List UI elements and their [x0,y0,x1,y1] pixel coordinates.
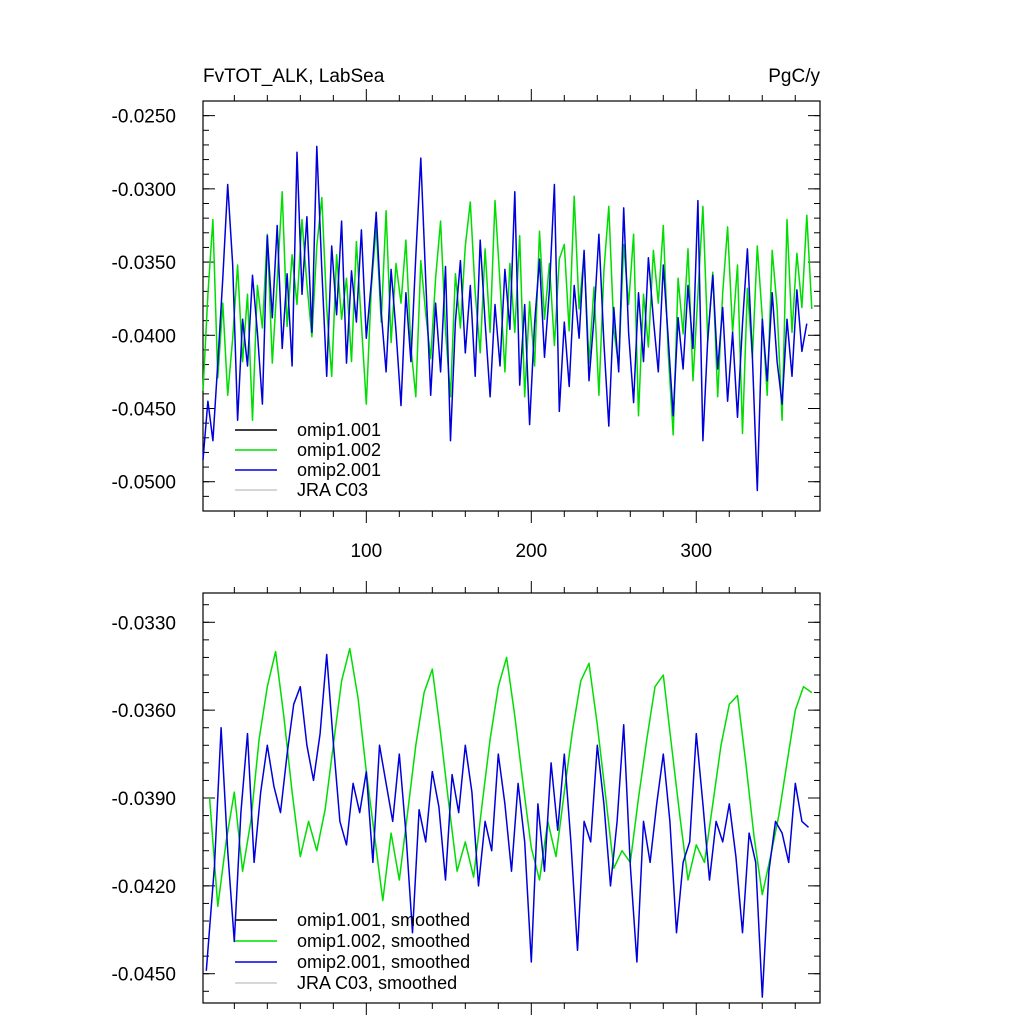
legend-label: JRA C03, smoothed [297,973,457,993]
x-tick-label: 300 [680,541,712,562]
series-line-1 [208,647,813,908]
legend-label: omip1.002, smoothed [297,931,470,951]
series-line-2 [205,653,809,998]
legend-label: JRA C03 [297,480,368,500]
chart-units: PgC/y [768,66,820,87]
y-tick-label: -0.0390 [112,789,176,810]
y-tick-label: -0.0420 [112,877,176,898]
tick-group: -0.0330 -0.0360 -0.0390 -0.0420 -0.0450 [112,581,820,1015]
series-group [202,145,813,492]
y-tick-label: -0.0400 [112,326,176,347]
panel-top: FvTOT_ALK, LabSea PgC/y -0.0250-0.0300-0… [112,66,821,562]
y-tick-label: -0.0450 [112,965,176,986]
x-tick-label: 100 [350,541,382,562]
series-line-1 [202,191,813,436]
plot-frame [202,592,821,1004]
x-tick-label: 200 [515,541,547,562]
series-line-2 [202,145,808,492]
y-tick-label: -0.0300 [112,180,176,201]
legend-label: omip2.001, smoothed [297,952,470,972]
legend-label: omip1.001, smoothed [297,910,470,930]
panel-bottom: -0.0330 -0.0360 -0.0390 -0.0420 -0.0450 omip… [112,581,821,1015]
y-tick-label: -0.0450 [112,400,176,421]
y-tick-label: -0.0360 [112,701,176,722]
y-tick-label: -0.0350 [112,253,176,274]
y-tick-label: -0.0500 [112,473,176,494]
y-tick-label: -0.0330 [112,613,176,634]
tick-group: -0.0250 -0.0300 -0.0350 -0.0400 -0.0450 -0.05… [112,89,820,562]
series-group [205,647,813,998]
legend-label: omip2.001 [297,460,381,480]
legend-label: omip1.002 [297,440,381,460]
y-tick-label: -0.0250 [112,107,176,128]
legend-label: omip1.001 [297,420,381,440]
plot-frame [202,100,821,512]
chart-title: FvTOT_ALK, LabSea [203,66,385,87]
